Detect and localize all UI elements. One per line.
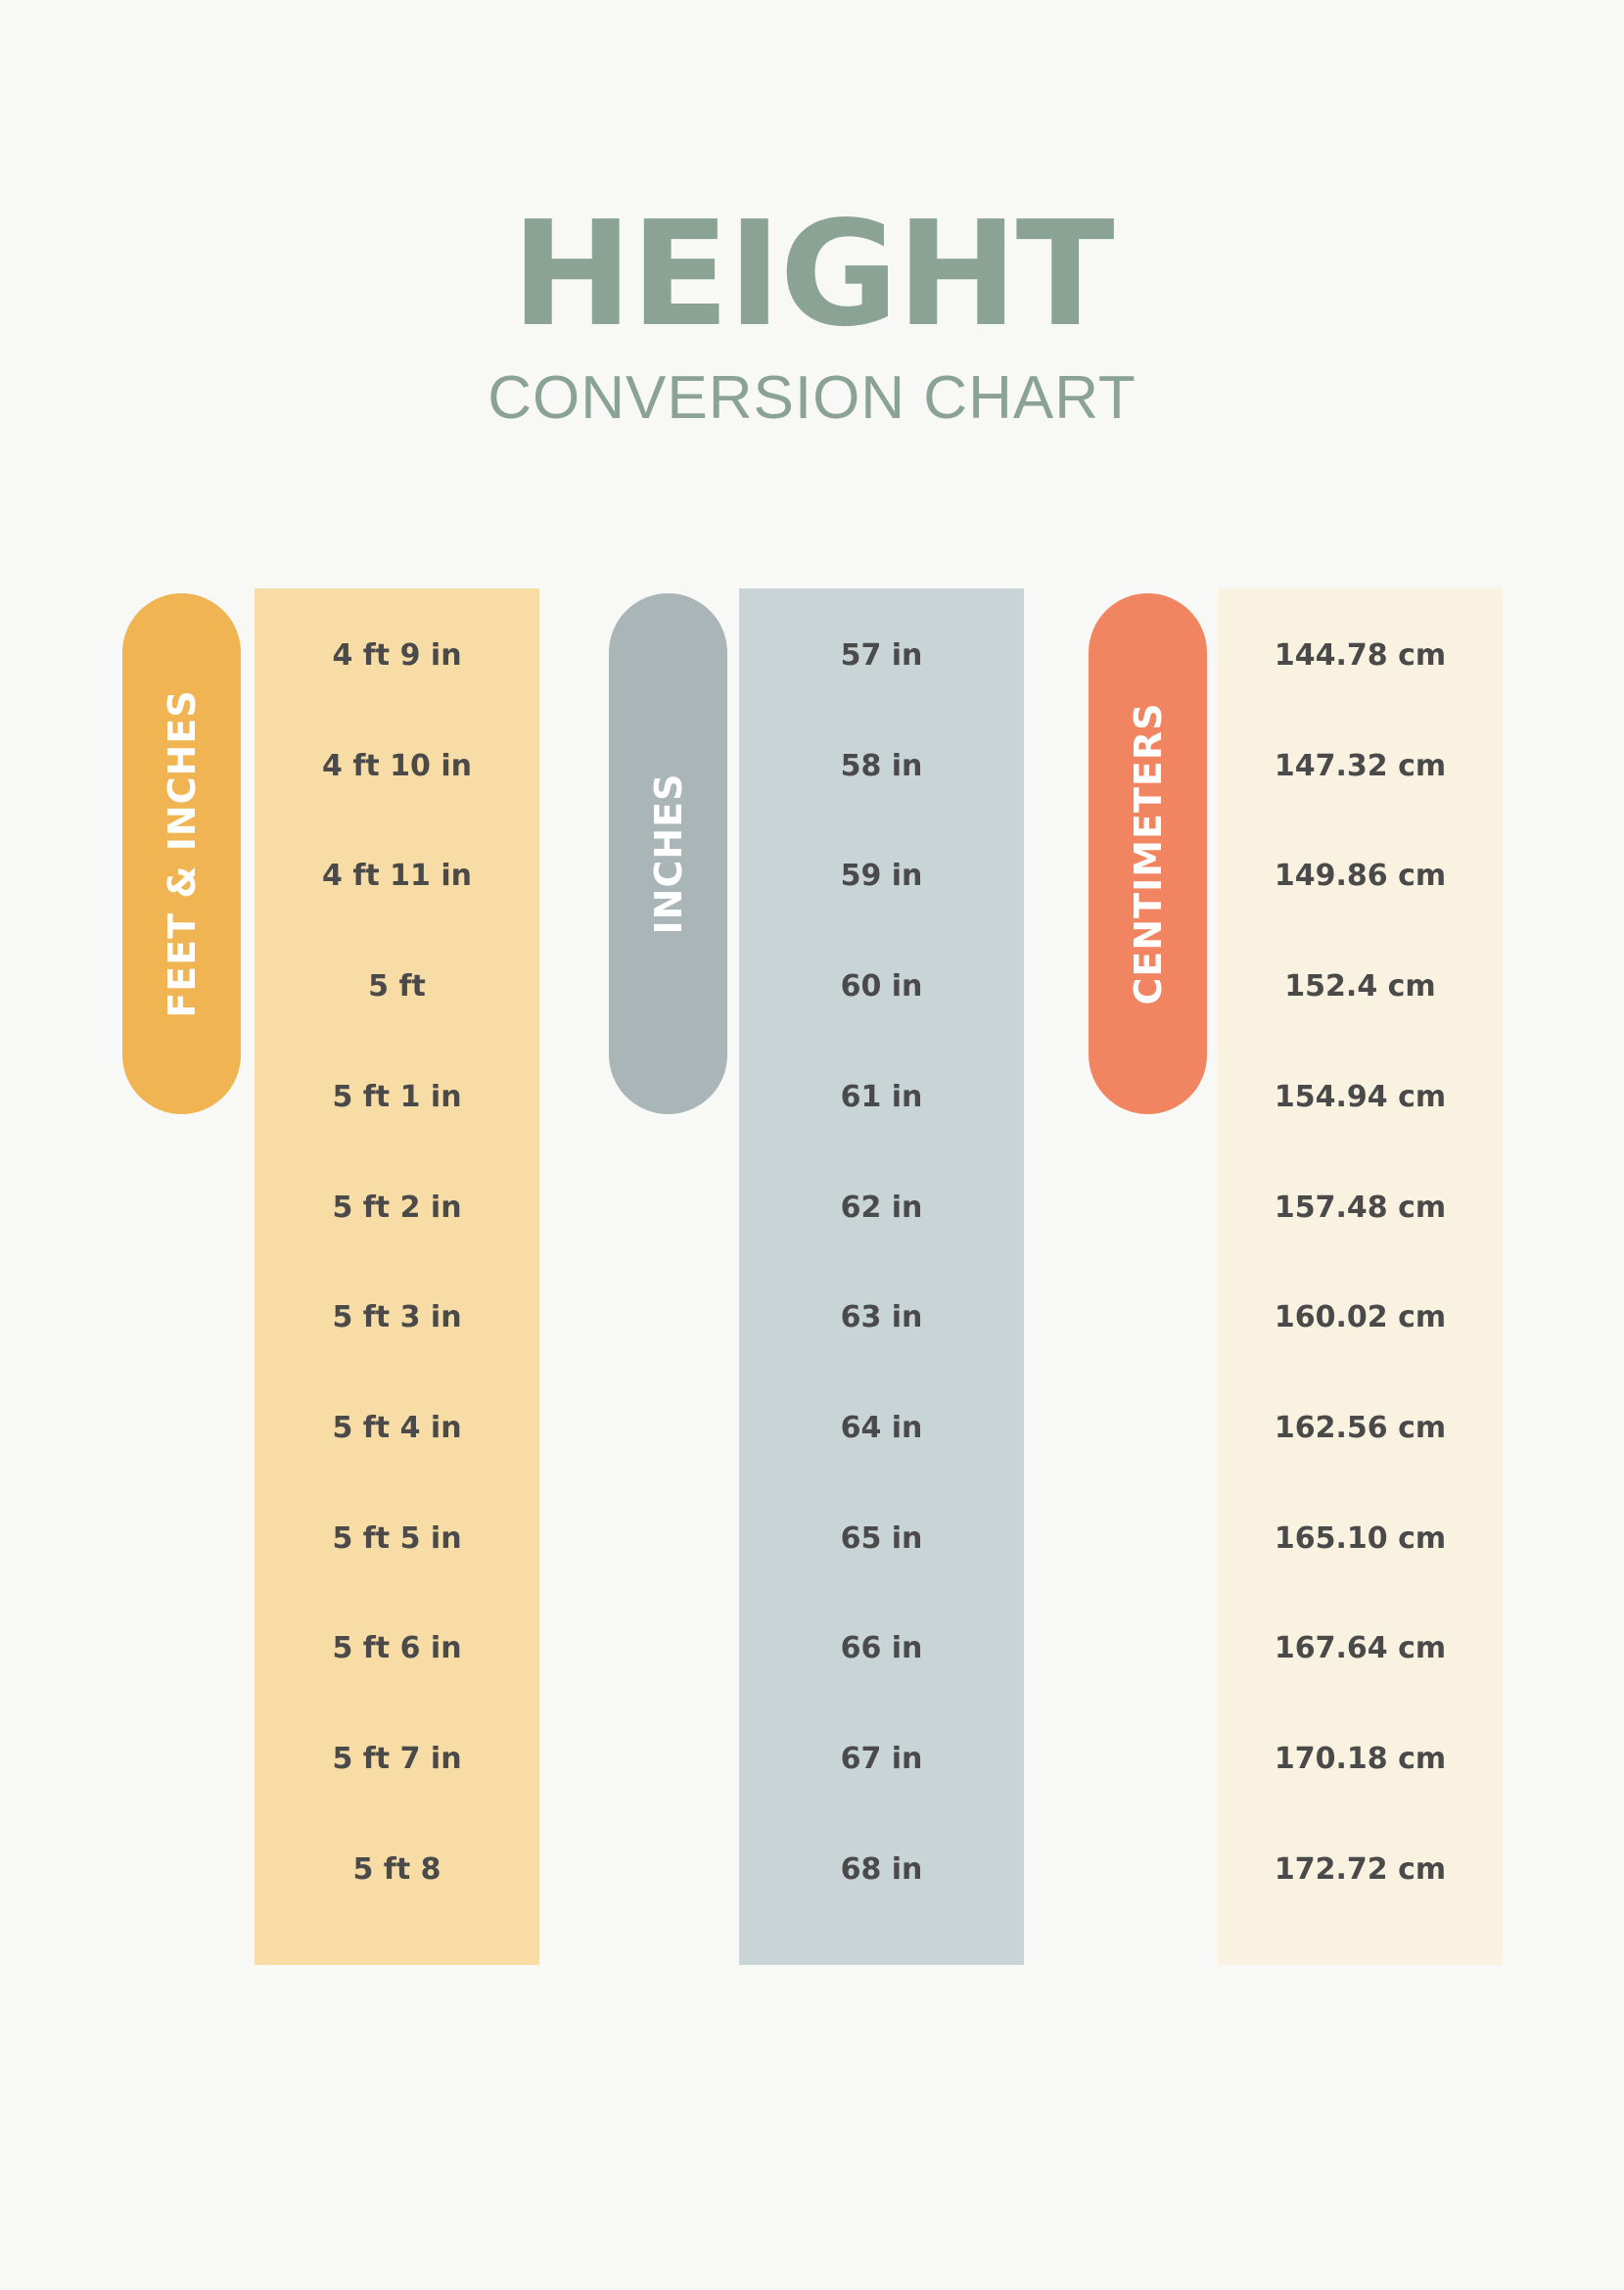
table-cell: 59 in xyxy=(840,859,923,894)
table-cell: 4 ft 10 in xyxy=(322,748,472,783)
table-cell: 165.10 cm xyxy=(1274,1520,1447,1556)
table-cell: 160.02 cm xyxy=(1274,1300,1447,1335)
table-cell: 5 ft 8 xyxy=(352,1851,441,1887)
table-cell: 62 in xyxy=(840,1190,923,1225)
page-subtitle: CONVERSION CHART xyxy=(487,364,1137,432)
table-cell: 66 in xyxy=(840,1631,923,1666)
table-cell: 61 in xyxy=(840,1079,923,1114)
table-cell: 60 in xyxy=(840,969,923,1005)
table-cell: 172.72 cm xyxy=(1274,1851,1447,1887)
table-cell: 162.56 cm xyxy=(1274,1410,1447,1445)
table-cell: 157.48 cm xyxy=(1274,1190,1447,1225)
column-header-label: CENTIMETERS xyxy=(1126,702,1170,1005)
table-cell: 58 in xyxy=(840,748,923,783)
table-cell: 5 ft 5 in xyxy=(332,1520,462,1556)
column-inches: 57 in 58 in 59 in 60 in 61 in 62 in 63 in 64 in… xyxy=(739,588,1024,1965)
column-header-feet-inches: FEET & INCHES xyxy=(122,593,241,1114)
table-cell: 4 ft 11 in xyxy=(322,859,472,894)
table-cell: 149.86 cm xyxy=(1274,859,1447,894)
table-cell: 65 in xyxy=(840,1520,923,1556)
column-header-label: FEET & INCHES xyxy=(160,689,204,1018)
table-cell: 63 in xyxy=(840,1300,923,1335)
table-cell: 170.18 cm xyxy=(1274,1742,1447,1776)
table-cell: 154.94 cm xyxy=(1274,1079,1447,1114)
table-cell: 147.32 cm xyxy=(1274,748,1447,783)
table-cell: 5 ft 7 in xyxy=(332,1742,462,1776)
page-title: HEIGHT xyxy=(511,190,1114,358)
table-cell: 57 in xyxy=(840,638,923,673)
column-centimeters: 144.78 cm 147.32 cm 149.86 cm 152.4 cm 154.9… xyxy=(1218,588,1503,1965)
table-cell: 144.78 cm xyxy=(1274,638,1447,673)
table-cell: 68 in xyxy=(840,1851,923,1887)
table-cell: 167.64 cm xyxy=(1274,1631,1447,1666)
table-cell: 64 in xyxy=(840,1410,923,1445)
table-cell: 5 ft 1 in xyxy=(332,1079,462,1114)
column-header-label: INCHES xyxy=(646,772,690,935)
table-cell: 5 ft xyxy=(368,969,426,1005)
column-feet-inches: 4 ft 9 in 4 ft 10 in 4 ft 11 in 5 ft 5 ft 1 … xyxy=(255,588,539,1965)
table-cell: 152.4 cm xyxy=(1284,969,1436,1005)
table-cell: 5 ft 4 in xyxy=(332,1410,462,1445)
column-header-centimeters: CENTIMETERS xyxy=(1089,593,1207,1114)
table-cell: 5 ft 6 in xyxy=(332,1631,462,1666)
table-cell: 5 ft 2 in xyxy=(332,1190,462,1225)
table-cell: 5 ft 3 in xyxy=(332,1300,462,1335)
table-cell: 4 ft 9 in xyxy=(332,638,462,673)
table-cell: 67 in xyxy=(840,1742,923,1776)
column-header-inches: INCHES xyxy=(609,593,727,1114)
